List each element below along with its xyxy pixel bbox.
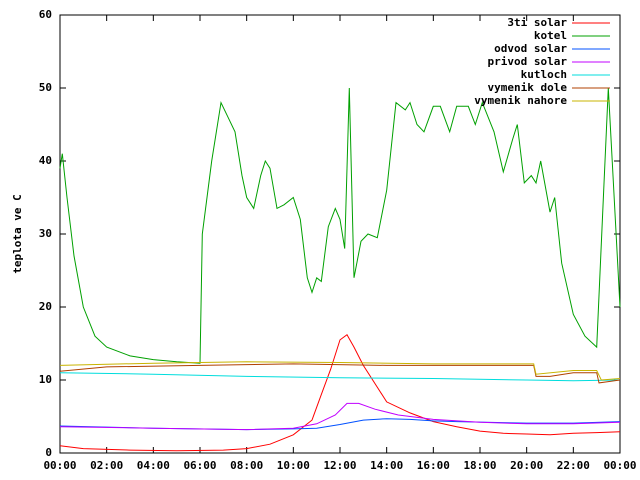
x-tick-label: 04:00 (137, 459, 170, 472)
x-tick-label: 06:00 (183, 459, 216, 472)
legend-label: vymenik dole (488, 81, 568, 94)
legend-label: 3ti solar (507, 16, 567, 29)
x-tick-label: 12:00 (323, 459, 356, 472)
x-tick-label: 02:00 (90, 459, 123, 472)
x-tick-label: 20:00 (510, 459, 543, 472)
x-tick-label: 10:00 (277, 459, 310, 472)
x-tick-label: 14:00 (370, 459, 403, 472)
y-axis-label: teplota ve C (11, 194, 24, 273)
x-tick-label: 00:00 (43, 459, 76, 472)
series-line (59, 361, 621, 381)
series-line (59, 333, 621, 452)
legend-label: kotel (534, 29, 567, 42)
series-line (59, 87, 621, 364)
x-tick-label: 08:00 (230, 459, 263, 472)
y-tick-label: 60 (39, 8, 52, 21)
legend-label: kutloch (521, 68, 567, 81)
x-tick-label: 22:00 (557, 459, 590, 472)
legend-label: privod solar (488, 55, 568, 68)
x-tick-label: 00:00 (603, 459, 636, 472)
series-line (59, 372, 621, 382)
y-tick-label: 0 (45, 446, 52, 459)
series-line (59, 402, 621, 431)
x-tick-label: 16:00 (417, 459, 450, 472)
legend-label: odvod solar (494, 42, 567, 55)
x-tick-label: 18:00 (463, 459, 496, 472)
y-tick-label: 50 (39, 81, 52, 94)
y-tick-label: 30 (39, 227, 52, 240)
legend-label: vymenik nahore (474, 94, 567, 107)
y-tick-label: 10 (39, 373, 52, 386)
y-tick-label: 40 (39, 154, 52, 167)
y-tick-label: 20 (39, 300, 52, 313)
